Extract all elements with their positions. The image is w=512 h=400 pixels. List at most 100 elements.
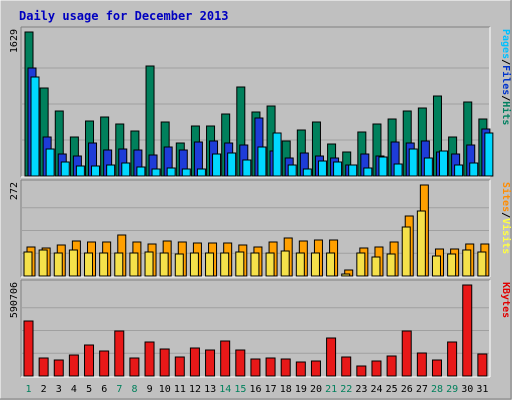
bar-sites-4: [68, 249, 78, 277]
xtick-day-16: 16: [249, 384, 261, 395]
xtick-day-26: 26: [401, 384, 413, 395]
bar-sites-27: [416, 210, 426, 277]
xtick-day-22: 22: [340, 384, 352, 395]
bar-pages-16: [257, 146, 267, 177]
xtick-day-15: 15: [234, 384, 246, 395]
bar-kbytes-24: [371, 360, 382, 377]
bar-sites-1: [23, 251, 33, 277]
bar-pages-4: [75, 165, 85, 177]
bar-pages-29: [454, 164, 464, 177]
bar-pages-7: [121, 162, 131, 177]
xtick-day-24: 24: [371, 384, 383, 395]
legend-item-pages-files-hits-2: Files: [500, 65, 512, 95]
legend-item-sites-visits-2: Visits: [500, 218, 512, 254]
bar-sites-5: [84, 252, 94, 277]
xtick-day-29: 29: [446, 384, 458, 395]
bar-kbytes-10: [159, 348, 170, 377]
bar-sites-13: [205, 252, 215, 277]
bar-kbytes-6: [99, 350, 110, 377]
xtick-day-1: 1: [26, 384, 32, 395]
bar-pages-14: [227, 152, 237, 177]
panel-kbytes: 590706 KBytes: [9, 279, 511, 378]
legend-item-pages-files-hits-1: /: [500, 59, 511, 65]
legend-item-pages-files-hits-4: Hits: [500, 101, 512, 125]
legend-item-sites-visits-0: Sites: [500, 182, 512, 212]
xtick-day-10: 10: [159, 384, 171, 395]
bar-pages-27: [423, 157, 433, 177]
bar-pages-19: [302, 168, 312, 177]
xtick-day-14: 14: [219, 384, 231, 395]
bar-kbytes-20: [310, 360, 321, 377]
bar-pages-10: [166, 167, 176, 177]
bar-pages-23: [363, 167, 373, 177]
xtick-day-2: 2: [41, 384, 47, 395]
bar-pages-20: [317, 160, 327, 177]
bar-sites-11: [174, 253, 184, 277]
bar-sites-24: [371, 256, 381, 277]
xtick-day-12: 12: [189, 384, 201, 395]
bar-kbytes-12: [189, 347, 200, 377]
bar-pages-21: [333, 161, 343, 177]
xtick-day-21: 21: [325, 384, 337, 395]
bar-kbytes-15: [235, 349, 246, 377]
xtick-day-20: 20: [310, 384, 322, 395]
bar-sites-12: [189, 252, 199, 277]
bar-pages-22: [348, 164, 358, 177]
legend-kbytes: KBytes: [500, 282, 511, 318]
bar-kbytes-26: [401, 330, 412, 377]
legend-item-pages-files-hits-0: Pages: [500, 29, 511, 59]
bar-pages-8: [136, 166, 146, 177]
xtick-day-13: 13: [204, 384, 216, 395]
bar-sites-29: [447, 253, 457, 277]
x-axis-labels: 1 2 3 4 5 6 7 8 9 10 11 12 13 14 15 16 17 18 19 20 21 22 23 24 2…: [26, 384, 489, 395]
bar-kbytes-17: [265, 357, 276, 377]
bar-kbytes-4: [68, 354, 79, 377]
bar-pages-17: [272, 132, 282, 177]
legend-sites-visits: Sites/Visits: [500, 182, 512, 254]
bar-kbytes-18: [280, 358, 291, 377]
xtick-day-5: 5: [86, 384, 92, 395]
bar-kbytes-19: [295, 361, 306, 377]
bar-kbytes-13: [205, 349, 216, 377]
bar-pages-13: [212, 153, 222, 177]
bar-kbytes-14: [220, 340, 231, 377]
bar-kbytes-16: [250, 358, 261, 377]
xtick-day-3: 3: [56, 384, 62, 395]
xtick-day-6: 6: [101, 384, 107, 395]
bar-sites-6: [99, 252, 109, 277]
bar-kbytes-5: [84, 344, 95, 377]
bar-sites-8: [129, 252, 139, 277]
bar-sites-26: [401, 226, 411, 277]
bar-kbytes-9: [144, 341, 155, 377]
bar-sites-19: [295, 252, 305, 277]
bar-kbytes-28: [431, 359, 442, 377]
xtick-day-17: 17: [265, 384, 277, 395]
bar-kbytes-1: [23, 320, 34, 377]
xtick-day-18: 18: [280, 384, 292, 395]
xtick-day-11: 11: [174, 384, 186, 395]
legend-pages-files-hits: Pages/Files/Hits: [500, 29, 512, 125]
bar-sites-21: [326, 252, 336, 277]
xtick-day-7: 7: [116, 384, 122, 395]
bar-sites-25: [386, 253, 396, 277]
bar-pages-28: [438, 150, 448, 177]
xtick-day-25: 25: [386, 384, 398, 395]
panel-sites-visits: 272 Sites/Visits: [9, 179, 512, 278]
bar-kbytes-30: [462, 284, 473, 377]
bar-sites-7: [114, 252, 124, 277]
bar-sites-9: [144, 251, 154, 277]
bar-sites-23: [356, 252, 366, 277]
legend-item-sites-visits-1: /: [500, 212, 511, 218]
bar-sites-20: [310, 252, 320, 277]
xtick-day-27: 27: [416, 384, 428, 395]
bar-sites-31: [477, 251, 487, 277]
bar-pages-15: [242, 159, 252, 177]
bar-sites-15: [235, 251, 245, 277]
xtick-day-19: 19: [295, 384, 307, 395]
chart-title: Daily usage for December 2013: [19, 9, 229, 23]
panel-pages-files-hits: 1629 Pages/Files/Hits: [9, 26, 512, 178]
bar-kbytes-21: [326, 337, 337, 377]
xtick-day-31: 31: [476, 384, 488, 395]
bar-pages-12: [196, 168, 206, 177]
